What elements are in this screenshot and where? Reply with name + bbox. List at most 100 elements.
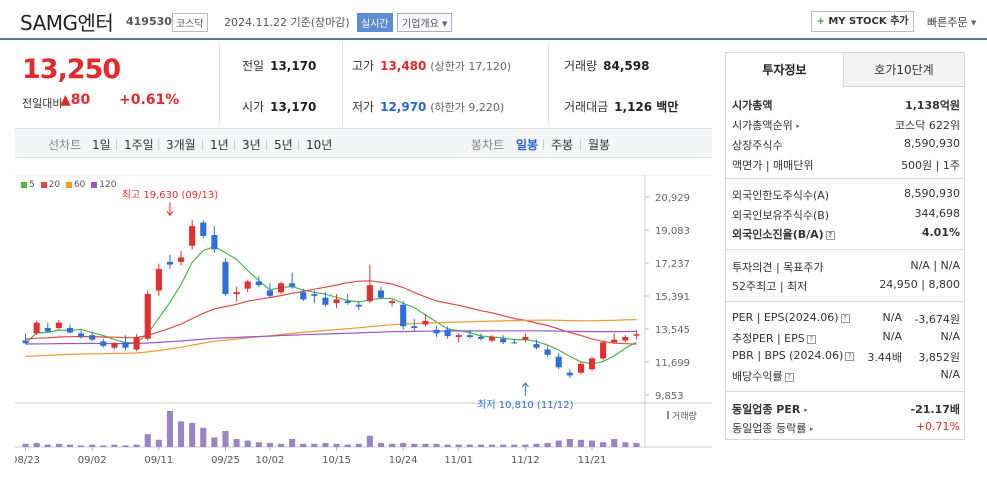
x-tick-label: 09/11 xyxy=(144,455,173,466)
quick-order-button[interactable]: 빠른주문 ▼ xyxy=(927,14,976,30)
volume-bar xyxy=(244,440,251,447)
dividend-label: 배당수익률? xyxy=(732,368,794,384)
realtime-badge[interactable]: 실시간 xyxy=(357,13,393,32)
y-tick-label: 9,853 xyxy=(655,391,684,402)
volume-label: 거래량 xyxy=(564,59,598,73)
ma20-line xyxy=(25,280,637,345)
low-annotation: 최저 10,810 (11/12) xyxy=(477,399,573,411)
volume-bar xyxy=(333,443,340,447)
tab-order-book[interactable]: 호가10단계 xyxy=(844,53,964,87)
amount-value: 1,126 백만 xyxy=(614,100,679,114)
candle-body xyxy=(133,336,140,350)
candle-body xyxy=(233,292,240,295)
per-label: PER | EPS(2024.06)? xyxy=(732,311,850,324)
volume-bar xyxy=(255,442,262,447)
candle-monthly[interactable]: 월봉 xyxy=(588,138,611,152)
candle-body xyxy=(144,294,151,339)
candle-body xyxy=(400,304,407,327)
period-10y[interactable]: 10년 xyxy=(306,138,333,152)
volume-bar xyxy=(566,439,573,447)
quick-order-label: 빠른주문 xyxy=(927,16,968,29)
candlestick-chart[interactable]: 20,929 19,083 17,237 15,391 13,545 11,699 9,85… xyxy=(15,175,712,475)
period-1w[interactable]: 1주일 xyxy=(124,138,154,152)
volume-bar xyxy=(211,437,218,447)
candle-body xyxy=(377,290,385,298)
period-5y[interactable]: 5년 xyxy=(274,138,293,152)
candle-body xyxy=(177,257,185,262)
shares-value: 8,590,930 xyxy=(904,137,960,150)
volume-legend-label: 거래량 xyxy=(672,410,697,422)
foreign-limit-value: 8,590,930 xyxy=(904,187,960,200)
divider xyxy=(726,178,964,179)
add-my-stock-button[interactable]: + MY STOCK 추가 xyxy=(811,11,914,32)
change-label: 전일대비 xyxy=(22,97,63,110)
volume-bar xyxy=(577,439,584,447)
week52-row: 52주최고 | 최저 24,950 | 8,800 xyxy=(732,278,960,294)
x-tick-label: 11/12 xyxy=(511,455,540,466)
volume: 거래량 84,598 xyxy=(564,57,649,74)
candle-body xyxy=(55,322,62,329)
open-label: 시가 xyxy=(242,100,265,114)
period-3m[interactable]: 3개월 xyxy=(166,138,196,152)
volume-bar xyxy=(366,435,373,447)
candle-body xyxy=(33,322,40,334)
candle-body xyxy=(433,329,440,334)
candle-weekly[interactable]: 주봉 xyxy=(551,138,574,152)
bps-value: 3,852원 xyxy=(918,351,960,364)
help-icon[interactable]: ? xyxy=(806,334,816,344)
x-tick-label: 09/02 xyxy=(78,455,107,466)
volume-bar xyxy=(411,443,418,447)
volume-bar xyxy=(611,439,618,447)
period-1d[interactable]: 1일 xyxy=(92,138,111,152)
volume-bar xyxy=(166,411,174,447)
candle-body xyxy=(622,336,629,341)
cap-rank-row[interactable]: 시가총액순위 ▸ 코스닥 622위 xyxy=(732,117,960,133)
candle-body xyxy=(277,283,285,293)
volume-bar xyxy=(44,444,51,447)
candle-body xyxy=(522,336,529,340)
help-icon[interactable]: ? xyxy=(840,313,850,323)
y-tick-label: 20,929 xyxy=(655,193,690,204)
candle-body xyxy=(44,328,51,332)
help-icon[interactable]: ? xyxy=(784,372,794,382)
foreign-limit-label: 외국인한도주식수(A) xyxy=(732,189,830,202)
company-overview-button[interactable]: 기업개요 ▼ xyxy=(397,13,453,32)
pbr-label-text: PBR | BPS (2024.06) xyxy=(732,349,844,362)
help-icon[interactable]: ? xyxy=(845,351,855,361)
volume-bar xyxy=(355,443,362,447)
week52-label: 52주최고 | 최저 xyxy=(732,280,808,293)
volume-bar xyxy=(633,443,640,447)
candle-body xyxy=(66,328,74,333)
volume-bar xyxy=(144,434,151,447)
tab-investment-info[interactable]: 투자정보 xyxy=(726,53,844,87)
help-icon[interactable]: ? xyxy=(825,230,835,240)
line-chart-label[interactable]: 선차트 xyxy=(48,138,82,152)
sector-rate-label: 동일업종 등락률 ▸ xyxy=(732,420,813,436)
candle-chart-label[interactable]: 봉차트 xyxy=(471,138,505,152)
price-info-grid: 전일 13,170 고가 13,480 (상한가 17,120) 거래량 84,598… xyxy=(221,42,711,126)
est-per-label-text: 추정PER | EPS xyxy=(732,332,805,345)
volume-bar xyxy=(289,439,296,447)
sector-per-label: 동일업종 PER ▸ xyxy=(732,401,808,417)
foreign-hold-row: 외국인보유주식수(B) 344,698 xyxy=(732,207,960,223)
volume-bar xyxy=(588,440,596,447)
period-1y[interactable]: 1년 xyxy=(210,138,229,152)
dividend-row: 배당수익률? N/A xyxy=(732,368,960,384)
candle-body xyxy=(266,290,273,296)
candle-body xyxy=(577,363,584,373)
sector-rate-value: +0.71% xyxy=(915,420,960,433)
dividend-label-text: 배당수익률 xyxy=(732,370,783,383)
lower-limit: (하한가 9,220) xyxy=(430,101,505,114)
volume-bar xyxy=(477,444,485,447)
pbr-value: 3.44배 xyxy=(867,351,902,364)
chevron-down-icon: ▼ xyxy=(442,20,448,28)
x-tick-label: 08/23 xyxy=(15,455,40,466)
period-3y[interactable]: 3년 xyxy=(242,138,261,152)
y-tick-label: 15,391 xyxy=(655,292,690,303)
prev-close: 전일 13,170 xyxy=(242,57,316,74)
volume-bar xyxy=(177,421,185,447)
divider xyxy=(342,42,343,126)
divider xyxy=(543,139,544,150)
candle-daily[interactable]: 일봉 xyxy=(516,138,539,152)
volume-bar xyxy=(122,445,129,447)
